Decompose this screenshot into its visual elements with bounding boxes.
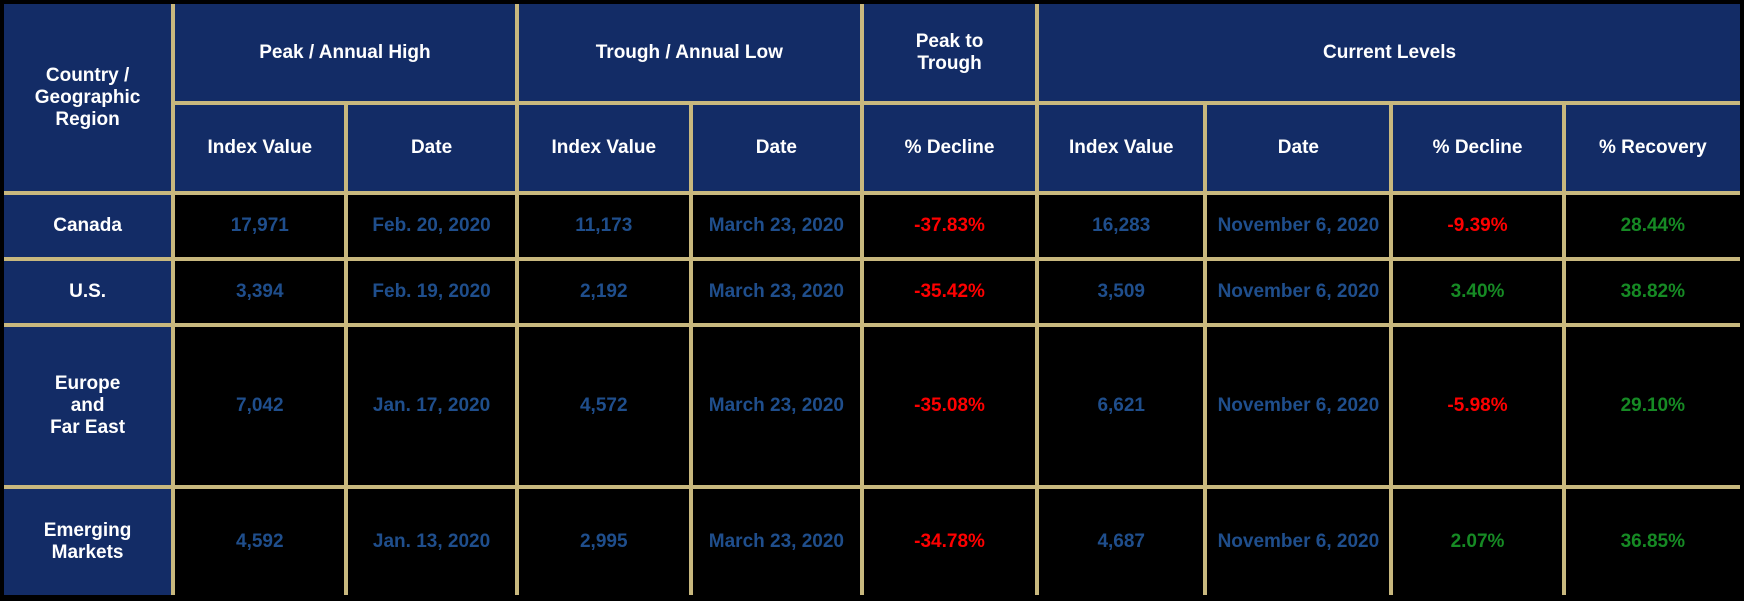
cell-peak-date: Feb. 19, 2020 [348,260,519,327]
cell-trough-date: March 23, 2020 [692,195,864,261]
cell-current-recovery: 36.85% [1565,489,1740,595]
cell-current-decline: 3.40% [1393,260,1566,327]
row-label: U.S. [4,260,176,327]
cell-peak-index: 7,042 [175,326,349,490]
header-group-current-levels: Current Levels [1039,4,1740,105]
row-label: Europe and Far East [4,326,176,490]
header-peak-date: Date [348,105,519,195]
cell-current-date: November 6, 2020 [1207,326,1394,490]
cell-trough-date: March 23, 2020 [692,326,864,490]
header-current-percent-recovery: % Recovery [1565,105,1740,195]
cell-trough-index: 2,192 [518,260,693,327]
cell-peak-date: Feb. 20, 2020 [348,195,519,261]
table-row-emerging-markets: Emerging Markets 4,592 Jan. 13, 2020 2,9… [4,489,1740,595]
header-group-row: Country / Geographic Region Peak / Annua… [4,4,1740,195]
market-levels-table: Country / Geographic Region Peak / Annua… [4,4,1740,595]
cell-peak-to-trough-decline: -37.83% [863,195,1040,261]
cell-trough-index: 4,572 [518,326,693,490]
header-current-percent-decline: % Decline [1393,105,1566,195]
header-group-trough: Trough / Annual Low [518,4,864,105]
cell-peak-to-trough-decline: -34.78% [863,489,1040,595]
cell-current-recovery: 38.82% [1565,260,1740,327]
cell-current-decline: -9.39% [1393,195,1566,261]
cell-trough-index: 11,173 [518,195,693,261]
cell-peak-to-trough-decline: -35.08% [863,326,1040,490]
header-sub-row: Index Value Date Index Value Date % Decl… [4,105,1740,195]
cell-peak-index: 17,971 [175,195,349,261]
cell-current-index: 6,621 [1039,326,1208,490]
cell-current-date: November 6, 2020 [1207,195,1394,261]
table-row-canada: Canada 17,971 Feb. 20, 2020 11,173 March… [4,195,1740,261]
header-group-peak: Peak / Annual High [175,4,519,105]
cell-current-date: November 6, 2020 [1207,489,1394,595]
table-row-europe-far-east: Europe and Far East 7,042 Jan. 17, 2020 … [4,326,1740,490]
cell-peak-index: 4,592 [175,489,349,595]
header-trough-index-value: Index Value [518,105,693,195]
cell-trough-date: March 23, 2020 [692,260,864,327]
cell-current-decline: 2.07% [1393,489,1566,595]
cell-current-decline: -5.98% [1393,326,1566,490]
cell-peak-index: 3,394 [175,260,349,327]
cell-current-recovery: 29.10% [1565,326,1740,490]
row-label: Emerging Markets [4,489,176,595]
table-row-us: U.S. 3,394 Feb. 19, 2020 2,192 March 23,… [4,260,1740,327]
cell-current-index: 3,509 [1039,260,1208,327]
cell-current-index: 4,687 [1039,489,1208,595]
header-trough-date: Date [692,105,864,195]
cell-trough-date: March 23, 2020 [692,489,864,595]
header-country-region: Country / Geographic Region [4,4,176,195]
cell-trough-index: 2,995 [518,489,693,595]
cell-current-recovery: 28.44% [1565,195,1740,261]
cell-current-index: 16,283 [1039,195,1208,261]
header-peak-index-value: Index Value [175,105,349,195]
header-current-date: Date [1207,105,1394,195]
cell-peak-date: Jan. 13, 2020 [348,489,519,595]
header-current-index-value: Index Value [1039,105,1208,195]
header-group-peak-to-trough: Peak to Trough [863,4,1040,105]
cell-current-date: November 6, 2020 [1207,260,1394,327]
cell-peak-date: Jan. 17, 2020 [348,326,519,490]
header-ptt-percent-decline: % Decline [863,105,1040,195]
row-label: Canada [4,195,176,261]
cell-peak-to-trough-decline: -35.42% [863,260,1040,327]
